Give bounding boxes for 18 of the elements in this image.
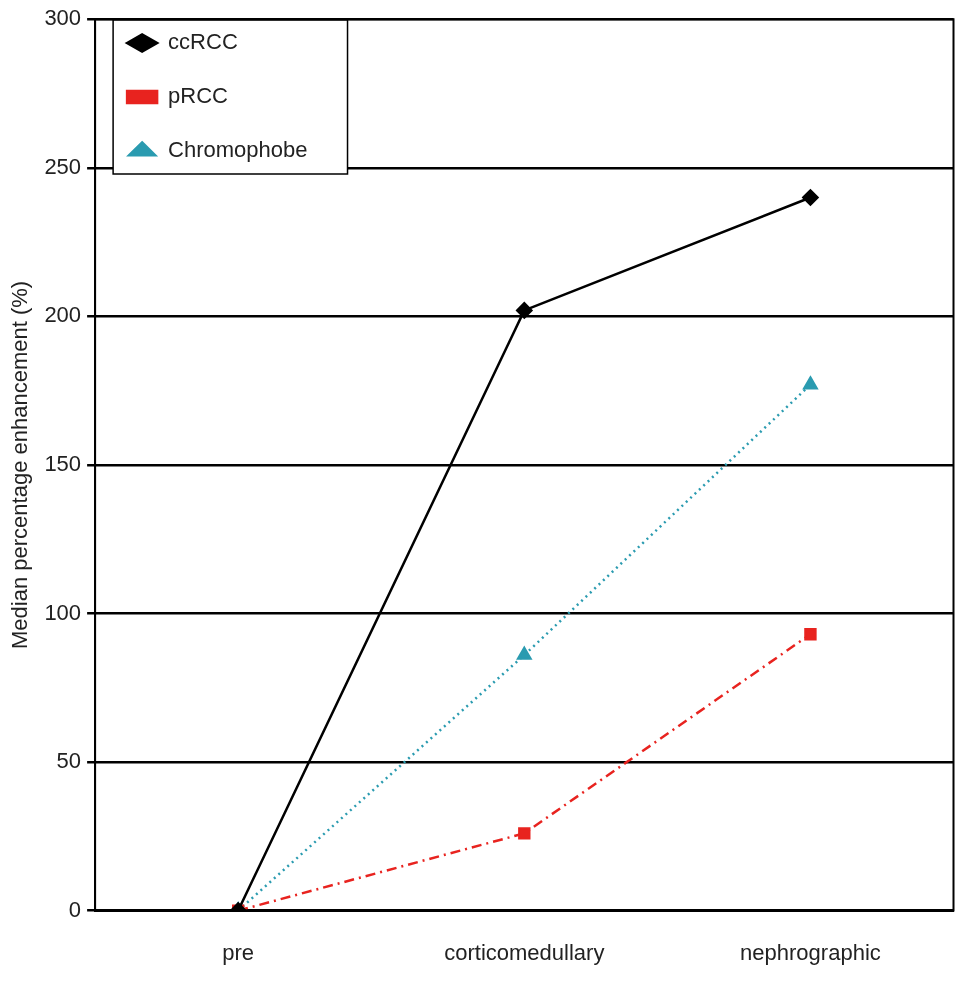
legend-label: ccRCC: [168, 29, 238, 55]
point: [802, 189, 819, 206]
x-tick-label: nephrographic: [740, 939, 881, 965]
legend-label: Chromophobe: [168, 137, 308, 163]
x-tick-label: pre: [222, 939, 255, 965]
legend-label: pRCC: [168, 83, 229, 109]
y-axis-title: Median percentage enhancement (%): [7, 280, 33, 649]
x-tick-label: corticomedullary: [444, 939, 605, 965]
y-tick-label: 200: [44, 302, 82, 328]
point: [803, 376, 818, 390]
point: [516, 646, 532, 660]
y-tick-label: 250: [44, 153, 82, 179]
y-tick-label: 100: [44, 599, 82, 625]
y-tick-label: 150: [44, 450, 82, 476]
point: [516, 302, 533, 319]
y-tick-label: 50: [56, 748, 82, 774]
y-tick-label: 0: [68, 896, 82, 922]
y-tick-label: 300: [44, 5, 82, 31]
